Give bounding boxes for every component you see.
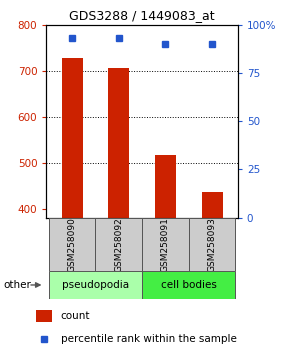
Text: GSM258093: GSM258093 <box>208 217 217 272</box>
Text: count: count <box>61 312 90 321</box>
Bar <box>155 155 176 218</box>
Bar <box>202 192 223 218</box>
Text: cell bodies: cell bodies <box>161 280 217 290</box>
Bar <box>189 218 235 271</box>
Bar <box>61 58 83 218</box>
Text: GSM258090: GSM258090 <box>68 217 77 272</box>
Bar <box>36 310 52 322</box>
Text: other: other <box>3 280 31 290</box>
Text: GSM258092: GSM258092 <box>114 217 123 272</box>
Bar <box>108 68 129 218</box>
Bar <box>49 218 95 271</box>
Bar <box>95 218 142 271</box>
Bar <box>142 218 189 271</box>
Text: percentile rank within the sample: percentile rank within the sample <box>61 334 236 344</box>
Title: GDS3288 / 1449083_at: GDS3288 / 1449083_at <box>69 9 215 22</box>
Bar <box>142 271 235 299</box>
Bar <box>49 271 142 299</box>
Text: GSM258091: GSM258091 <box>161 217 170 272</box>
Text: pseudopodia: pseudopodia <box>62 280 129 290</box>
